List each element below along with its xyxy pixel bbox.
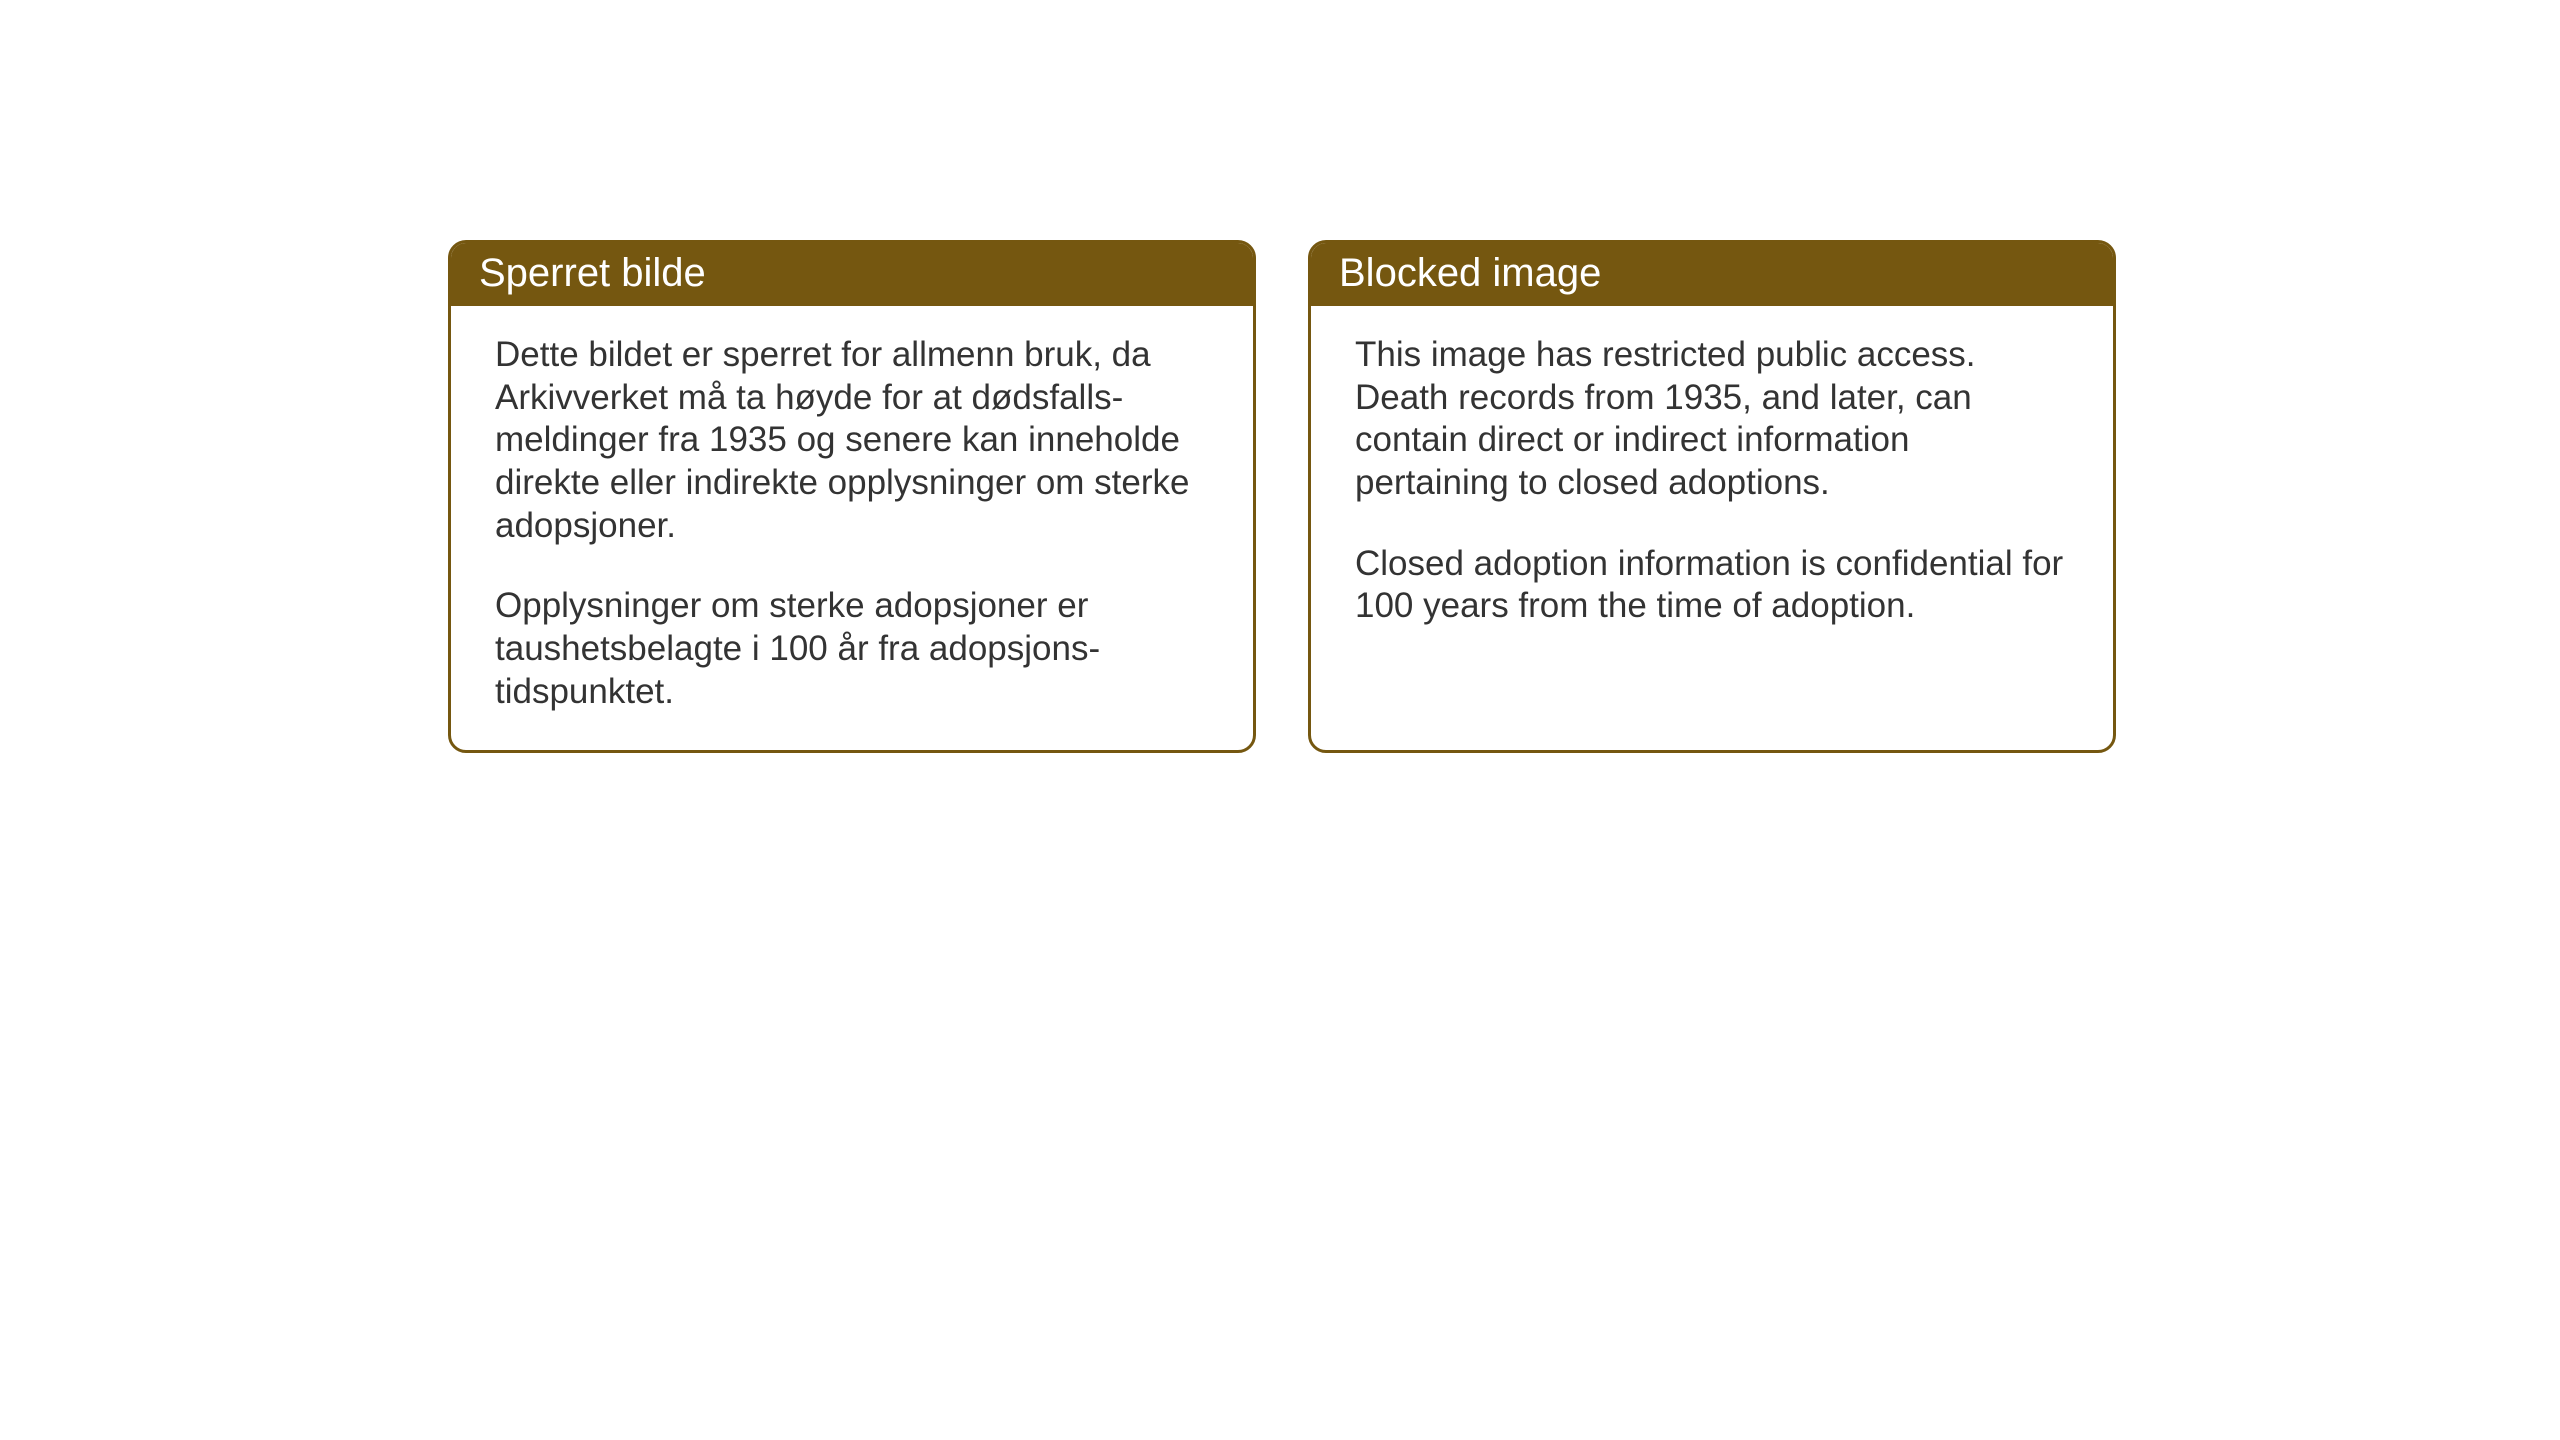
english-card-title: Blocked image — [1339, 251, 1601, 295]
norwegian-paragraph-2: Opplysninger om sterke adopsjoner er tau… — [495, 585, 1209, 713]
english-paragraph-2: Closed adoption information is confident… — [1355, 543, 2069, 628]
norwegian-card-title: Sperret bilde — [479, 251, 706, 295]
english-paragraph-1: This image has restricted public access.… — [1355, 334, 2069, 505]
english-card-body: This image has restricted public access.… — [1311, 306, 2113, 664]
norwegian-card-body: Dette bildet er sperret for allmenn bruk… — [451, 306, 1253, 750]
english-notice-card: Blocked image This image has restricted … — [1308, 240, 2116, 753]
notice-container: Sperret bilde Dette bildet er sperret fo… — [448, 240, 2116, 753]
norwegian-notice-card: Sperret bilde Dette bildet er sperret fo… — [448, 240, 1256, 753]
norwegian-card-header: Sperret bilde — [451, 243, 1253, 306]
norwegian-paragraph-1: Dette bildet er sperret for allmenn bruk… — [495, 334, 1209, 547]
english-card-header: Blocked image — [1311, 243, 2113, 306]
